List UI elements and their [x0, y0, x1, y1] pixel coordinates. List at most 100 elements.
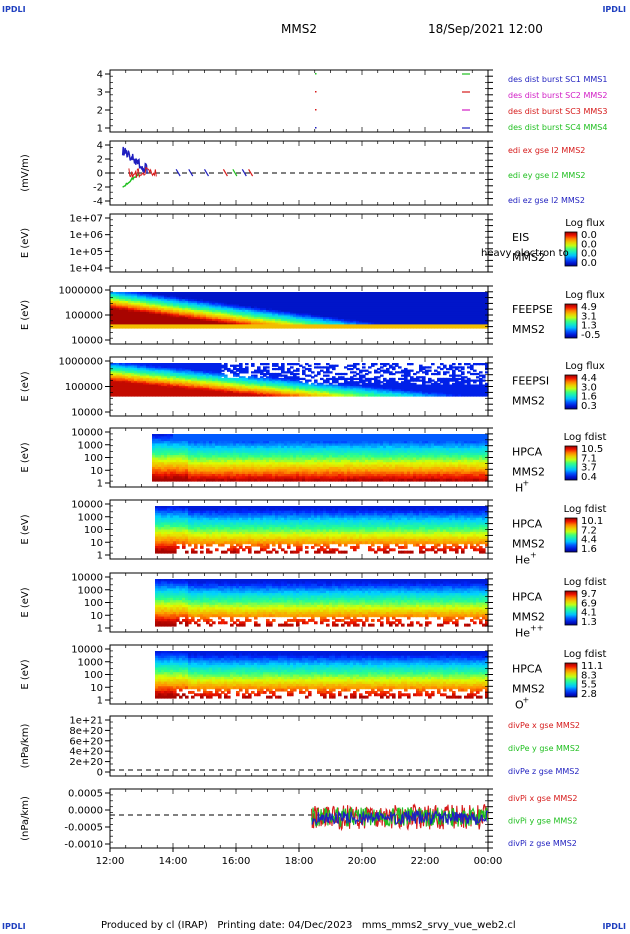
- spectrogram-cell: [437, 306, 441, 309]
- spectrogram-cell: [170, 317, 174, 320]
- spectrogram-cell: [167, 293, 171, 297]
- spectrogram-cell: [140, 387, 144, 390]
- spectrogram-cell: [173, 302, 177, 306]
- spectrogram-cell: [476, 311, 480, 315]
- spectrogram-cell: [305, 308, 309, 311]
- spectrogram-cell: [119, 299, 123, 302]
- spectrogram-cell: [392, 367, 396, 371]
- spectrogram-cell: [452, 306, 456, 309]
- spectrogram-cell: [146, 315, 150, 318]
- spectrogram-cell: [473, 308, 477, 311]
- spectrogram-cell: [149, 293, 153, 297]
- spectrogram-cell: [146, 320, 150, 324]
- spectrogram-cell: [209, 302, 213, 306]
- spectrogram-cell: [182, 319, 186, 322]
- spectrogram-cell: [287, 306, 291, 309]
- spectrogram-cell: [422, 302, 426, 306]
- spectrogram-cell: [164, 310, 168, 313]
- spectrogram-cell: [308, 311, 312, 315]
- spectrogram-cell: [236, 295, 240, 298]
- spectrogram-cell: [320, 324, 324, 327]
- spectrogram-cell: [419, 308, 423, 311]
- spectrogram-cell: [137, 313, 141, 316]
- spectrogram-cell: [116, 320, 120, 324]
- spectrogram-cell: [449, 299, 453, 302]
- spectrogram-cell: [329, 301, 333, 304]
- spectrogram-cell: [425, 308, 429, 311]
- spectrogram-cell: [410, 320, 414, 324]
- spectrogram-cell: [173, 322, 177, 325]
- spectrogram-cell: [452, 313, 456, 316]
- spectrogram-cell: [314, 308, 318, 311]
- spectrogram-cell: [227, 324, 231, 327]
- spectrogram-cell: [113, 310, 117, 313]
- spectrogram-cell: [155, 319, 159, 322]
- spectrogram-cell: [362, 302, 366, 306]
- spectrogram-cell: [164, 299, 168, 302]
- spectrogram-cell: [440, 306, 444, 309]
- spectrogram-cell: [248, 313, 252, 316]
- spectrogram-cell: [167, 306, 171, 309]
- spectrogram-cell: [422, 308, 426, 311]
- spectrogram-cell: [149, 387, 153, 390]
- spectrogram-cell: [365, 315, 369, 318]
- spectrogram-cell: [239, 320, 243, 324]
- spectrogram-cell: [455, 310, 459, 313]
- spectrogram-cell: [464, 301, 468, 304]
- spectrogram-cell: [182, 310, 186, 313]
- spectrogram-cell: [284, 306, 288, 309]
- spectrogram-cell: [218, 297, 222, 300]
- spectrogram-cell: [179, 306, 183, 309]
- spectrogram-cell: [119, 317, 123, 320]
- spectrogram-cell: [182, 317, 186, 320]
- spectrogram-cell: [158, 386, 162, 389]
- spectrogram-cell: [164, 320, 168, 324]
- spectrogram-cell: [377, 293, 381, 297]
- spectrogram-cell: [269, 310, 273, 313]
- spectrogram-cell: [191, 299, 195, 302]
- spectrogram-cell: [293, 319, 297, 322]
- spectrogram-cell: [143, 384, 147, 387]
- spectrogram-cell: [137, 379, 141, 382]
- spectrogram-cell: [209, 310, 213, 313]
- spectrogram-cell: [434, 292, 438, 295]
- spectrogram-cell: [458, 326, 462, 329]
- spectrogram-cell: [272, 306, 276, 309]
- spectrogram-cell: [233, 293, 237, 297]
- spectrogram-cell: [479, 306, 483, 309]
- spectrogram-cell: [173, 293, 177, 297]
- spectrogram-cell: [425, 315, 429, 318]
- spectrogram-cell: [431, 295, 435, 298]
- spectrogram-cell: [158, 326, 162, 329]
- spectrogram-cell: [152, 386, 156, 389]
- spectrogram-cell: [164, 322, 168, 325]
- spectrogram-cell: [371, 313, 375, 316]
- spectrogram-cell: [143, 386, 147, 389]
- spectrogram-cell: [113, 322, 117, 325]
- spectrogram-cell: [233, 295, 237, 298]
- spectrogram-cell: [215, 320, 219, 324]
- spectrogram-cell: [125, 313, 129, 316]
- spectrogram-cell: [344, 292, 348, 295]
- spectrogram-cell: [347, 322, 351, 325]
- spectrogram-cell: [326, 315, 330, 318]
- spectrogram-cell: [242, 292, 246, 295]
- spectrogram-cell: [137, 364, 141, 367]
- spectrogram-cell: [383, 308, 387, 311]
- spectrogram-cell: [266, 317, 270, 320]
- spectrogram-cell: [188, 302, 192, 306]
- spectrogram-cell: [368, 308, 372, 311]
- spectrogram-cell: [395, 319, 399, 322]
- spectrogram-cell: [389, 292, 393, 295]
- spectrogram-cell: [128, 369, 132, 372]
- spectrogram-cell: [122, 381, 126, 384]
- spectrogram-cell: [368, 322, 372, 325]
- spectrogram-cell: [227, 317, 231, 320]
- spectrogram-cell: [467, 299, 471, 302]
- spectrogram-cell: [173, 295, 177, 298]
- spectrogram-cell: [458, 319, 462, 322]
- spectrogram-cell: [461, 297, 465, 300]
- spectrogram-cell: [356, 293, 360, 297]
- spectrogram-cell: [401, 297, 405, 300]
- spectrogram-cell: [449, 313, 453, 316]
